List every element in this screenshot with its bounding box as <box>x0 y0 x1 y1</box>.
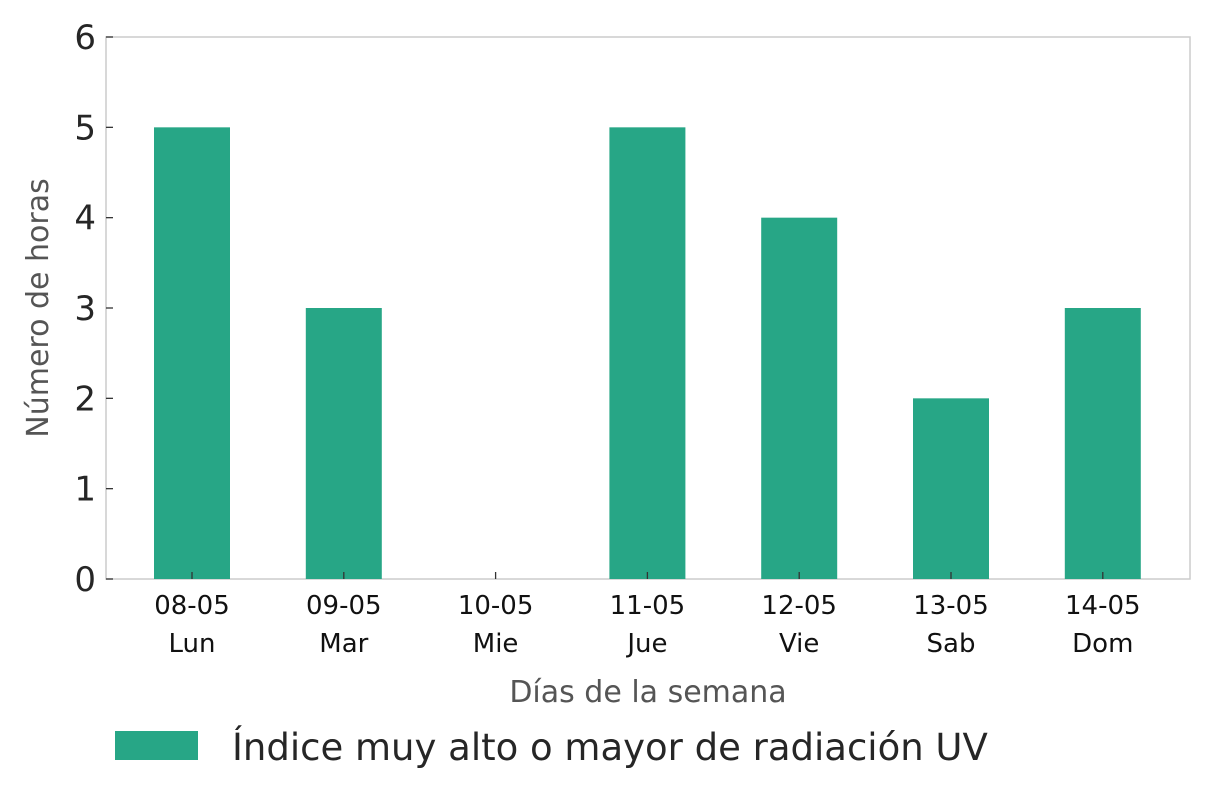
x-tick-label-date: 14-05 <box>1065 591 1141 621</box>
bar-12-05 <box>761 217 838 579</box>
y-tick-label: 4 <box>74 199 96 239</box>
legend: Índice muy alto o mayor de radiación UV <box>115 725 988 769</box>
x-tick-label-day: Dom <box>1072 629 1133 659</box>
y-axis-label: Número de horas <box>21 178 56 437</box>
bar-08-05 <box>154 127 230 579</box>
x-tick-label-date: 13-05 <box>913 591 989 621</box>
x-tick-label-day: Jue <box>625 629 667 659</box>
bar-14-05 <box>1064 308 1141 579</box>
x-tick-label-date: 11-05 <box>610 591 686 621</box>
x-tick-label-day: Sab <box>927 629 976 659</box>
y-axis-ticks: 0 1 2 3 4 5 6 <box>74 18 113 600</box>
x-axis-label: Días de la semana <box>509 675 786 710</box>
x-tick-label-date: 12-05 <box>761 591 837 621</box>
x-tick-label-day: Mar <box>319 629 368 659</box>
legend-label: Índice muy alto o mayor de radiación UV <box>232 725 988 769</box>
x-tick-label-date: 09-05 <box>306 591 382 621</box>
x-axis-ticks: 08-05 Lun 09-05 Mar 10-05 Mie 11-05 Jue 12-05 Vie… <box>154 572 1141 659</box>
y-tick-label: 0 <box>74 560 96 600</box>
x-tick-label-day: Lun <box>169 629 216 659</box>
bar-09-05 <box>305 308 382 579</box>
y-tick-label: 3 <box>74 289 96 329</box>
legend-swatch <box>115 731 198 760</box>
y-tick-label: 2 <box>74 379 96 419</box>
y-tick-label: 6 <box>74 18 96 58</box>
bar-13-05 <box>913 398 989 579</box>
x-tick-label-date: 10-05 <box>458 591 534 621</box>
bar-11-05 <box>609 127 686 579</box>
bars-group <box>154 127 1141 579</box>
y-tick-label: 5 <box>74 108 96 148</box>
x-tick-label-day: Mie <box>473 629 519 659</box>
x-tick-label-day: Vie <box>779 629 819 659</box>
x-tick-label-date: 08-05 <box>154 591 230 621</box>
y-tick-label: 1 <box>74 470 96 510</box>
